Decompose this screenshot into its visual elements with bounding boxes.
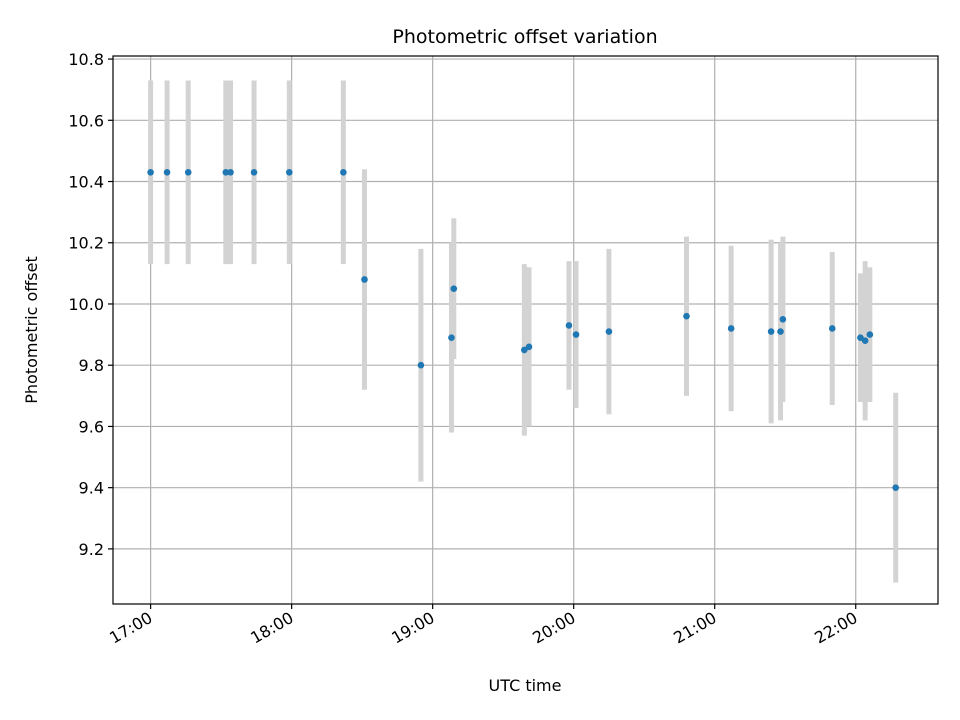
data-point bbox=[565, 322, 573, 329]
y-tick-label: 10.4 bbox=[68, 173, 104, 192]
data-point bbox=[222, 169, 230, 176]
data-point bbox=[163, 169, 171, 176]
data-point bbox=[448, 334, 455, 341]
y-tick-label: 9.2 bbox=[79, 540, 104, 559]
data-point bbox=[861, 337, 869, 345]
y-tick-label: 10.6 bbox=[68, 111, 104, 130]
data-points bbox=[147, 169, 899, 491]
data-point bbox=[828, 325, 836, 332]
data-point bbox=[361, 276, 368, 283]
data-point bbox=[683, 312, 690, 320]
y-tick-label: 10.2 bbox=[68, 234, 104, 253]
data-point bbox=[727, 325, 735, 332]
data-point bbox=[525, 343, 533, 351]
y-axis-ticks: 9.2 9.4 9.6 9.8 10.0 10.2 10.4 10.6 10.8 bbox=[68, 50, 113, 559]
data-point bbox=[340, 169, 347, 176]
y-tick-label: 9.6 bbox=[79, 417, 104, 436]
data-point bbox=[147, 169, 154, 176]
data-point bbox=[605, 328, 613, 335]
data-point bbox=[866, 331, 874, 338]
chart-title: Photometric offset variation bbox=[392, 26, 657, 48]
y-axis-title: Photometric offset bbox=[22, 256, 41, 404]
data-point bbox=[777, 328, 784, 335]
y-tick-label: 9.4 bbox=[79, 479, 104, 498]
data-point bbox=[572, 331, 580, 338]
data-point bbox=[779, 315, 787, 323]
data-point bbox=[250, 169, 258, 176]
plot-frame bbox=[112, 55, 939, 605]
y-tick-label: 10.0 bbox=[68, 295, 104, 314]
data-point bbox=[417, 361, 425, 369]
data-point bbox=[285, 169, 293, 176]
data-point bbox=[521, 346, 528, 354]
y-tick-label: 9.8 bbox=[79, 356, 104, 375]
data-point bbox=[892, 484, 899, 491]
data-point bbox=[767, 328, 775, 335]
y-tick-label: 10.8 bbox=[68, 50, 104, 69]
data-point bbox=[857, 334, 864, 341]
data-point bbox=[227, 169, 234, 176]
data-point bbox=[184, 169, 192, 176]
x-axis-title: UTC time bbox=[489, 676, 562, 695]
data-point bbox=[450, 285, 458, 292]
